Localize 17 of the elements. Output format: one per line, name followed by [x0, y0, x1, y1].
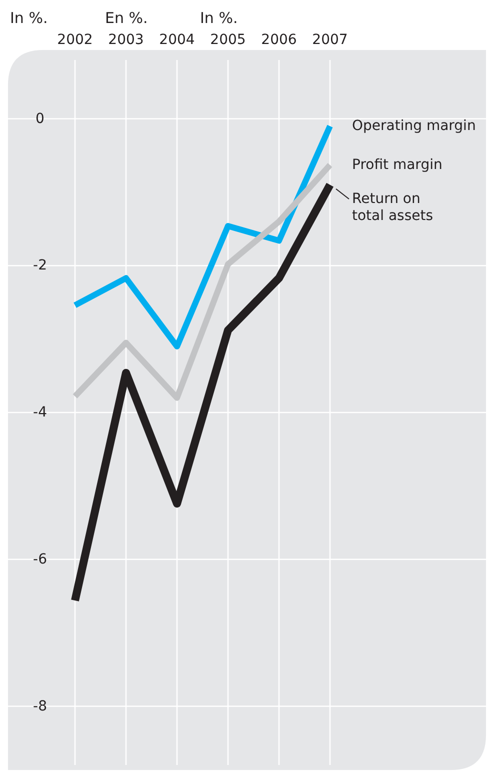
x-tick-label: 2004 — [159, 32, 195, 48]
text: En %. — [105, 9, 148, 27]
x-tick-label: 2002 — [57, 32, 93, 48]
y-axis-title: In %. — [10, 9, 48, 27]
y-tick-label: -2 — [33, 258, 47, 274]
y-tick-label: -4 — [33, 404, 48, 420]
x-tick-label: 2005 — [210, 32, 246, 48]
series-label: Profit margin — [352, 157, 442, 174]
y-tick-label: -8 — [33, 698, 47, 714]
y-tick-label: -6 — [33, 551, 48, 568]
series-label: Operating margin — [352, 118, 476, 134]
x-tick-label: 2003 — [108, 32, 144, 48]
x-tick-label: 2007 — [312, 32, 348, 48]
legend-label: Return on total assets — [352, 191, 434, 224]
y-tick-label: 0 — [36, 110, 44, 127]
x-tick-label: 2006 — [261, 32, 297, 48]
text: In %. — [200, 9, 238, 27]
